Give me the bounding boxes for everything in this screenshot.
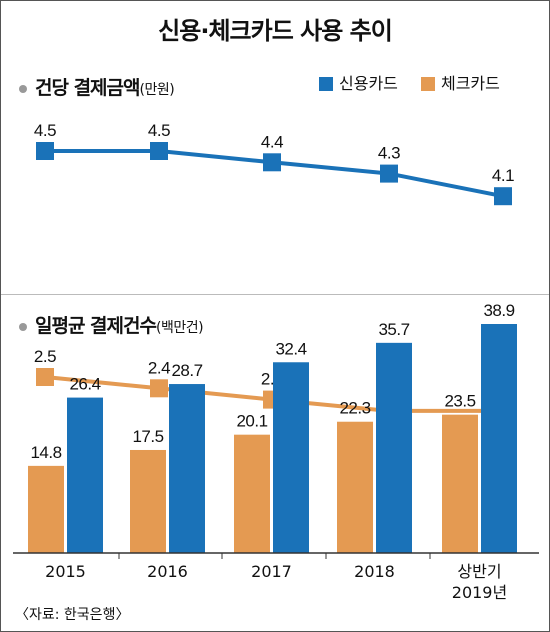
line-marker [263,153,281,172]
bar-data-label: 28.7 [171,361,202,380]
bar-data-label: 32.4 [275,339,306,358]
x-tick-label: 2018 [354,562,395,581]
source-note: 〈자료: 한국은행〉 [15,607,130,623]
bar-credit [67,397,103,553]
bar-check [337,421,373,553]
bar-data-label: 14.8 [30,443,61,462]
x-tick-label: 2019년 [452,583,507,602]
line-chart-title: 건당 결제금액 [35,77,140,99]
bar-check [234,434,270,553]
section-divider [1,294,549,295]
line-data-label: 4.3 [378,144,400,163]
x-tick-label: 2015 [45,562,86,581]
line-chart-heading: 건당 결제금액(만원) [19,73,175,100]
bar-credit [273,362,309,553]
bar-check [130,449,166,553]
bar-data-label: 20.1 [236,412,267,431]
legend-item-credit: 신용카드 [319,70,398,94]
chart-title: 신용·체크카드 사용 추이 [158,17,393,45]
legend-swatch-credit [319,77,333,91]
line-marker [150,142,168,160]
bar-data-label: 23.5 [444,392,475,411]
bar-data-label: 35.7 [378,320,409,339]
line-data-label: 2.5 [34,347,56,366]
bar-data-label: 22.3 [339,399,370,418]
bullet-icon [19,322,27,331]
x-tick-label: 2017 [251,562,292,581]
line-marker [380,164,398,183]
legend-item-check: 체크카드 [420,70,500,94]
legend-swatch-check [420,77,435,91]
bar-credit [376,342,412,553]
legend-label-credit: 신용카드 [339,74,398,93]
bar-data-label: 38.9 [483,301,514,320]
line-data-label: 4.5 [34,121,56,140]
bar-chart-unit: (백만건) [155,320,204,336]
line-data-label: 2.4 [148,358,170,377]
x-tick-label: 상반기 [457,562,501,581]
bar-check [28,465,64,553]
line-marker [36,368,54,386]
line-data-label: 4.1 [492,166,514,185]
bar-credit [169,384,205,553]
x-tick-label: 2016 [147,562,188,581]
bar-data-label: 17.5 [132,427,163,446]
line-data-label: 4.5 [148,121,170,140]
line-marker [494,187,512,206]
bar-credit [481,324,517,553]
bar-chart-heading: 일평균 결제건수(백만건) [19,311,204,338]
line-chart-unit: (만원) [139,82,175,98]
legend-label-check: 체크카드 [440,74,500,93]
line-marker [150,379,168,398]
line-marker [36,142,54,160]
bar-data-label: 26.4 [69,375,100,394]
legend: 신용카드 체크카드 [319,70,518,94]
line-data-label: 4.4 [261,132,283,151]
bar-check [442,414,478,553]
bullet-icon [19,84,27,93]
bar-chart-title: 일평균 결제건수 [35,315,157,337]
